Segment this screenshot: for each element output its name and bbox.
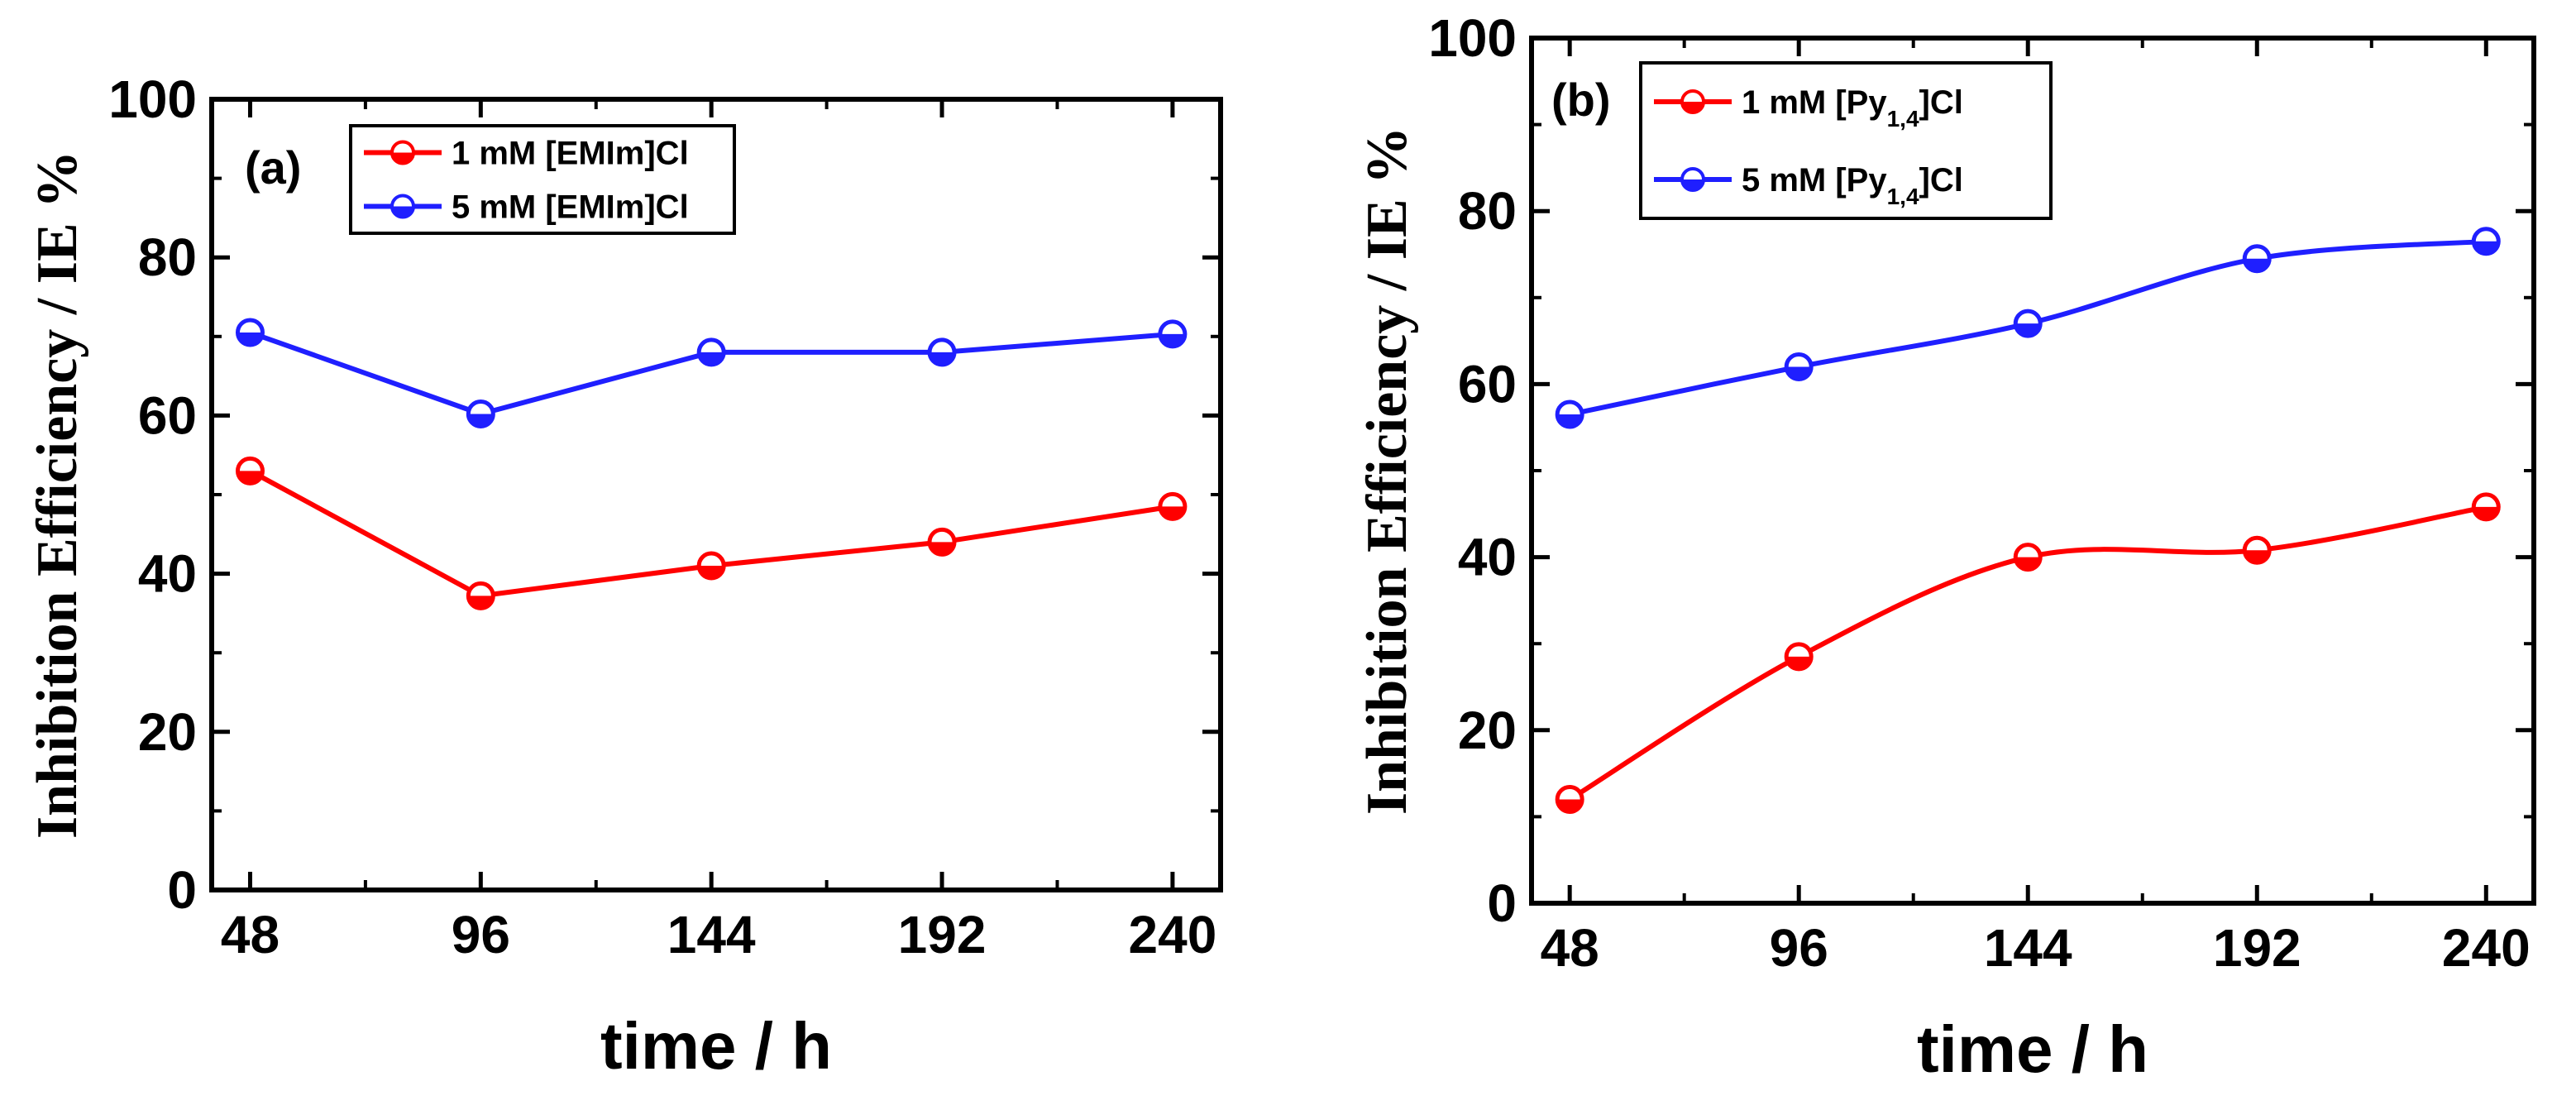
legend-box [349,124,736,235]
y-tick-label: 0 [167,860,197,920]
legend-label: 1 mM [EMIm]Cl [452,136,689,172]
data-point [235,456,265,486]
data-point [927,337,957,367]
y-tick-label: 40 [1458,528,1517,587]
data-point [2242,244,2272,274]
x-tick-label: 48 [221,905,280,964]
marker-half [2473,506,2499,519]
legend-marker-half [392,152,413,164]
legend-label-suffix: ]Cl [1919,84,1963,121]
legend-label-suffix: ]Cl [1919,162,1963,199]
y-axis-title: Inhibition Efficiency / IE % [26,151,89,839]
y-tick-label: 80 [138,227,197,287]
data-point [1555,400,1584,429]
panel-label: (b) [1551,74,1611,126]
x-tick-label: 240 [2442,918,2531,978]
y-tick-label: 20 [138,702,197,762]
data-point [1555,784,1584,814]
data-point [2471,227,2501,256]
legend-item: 1 mM [EMIm]Cl [364,136,689,172]
marker-half [237,333,263,346]
marker-half [2015,557,2041,570]
series-2 [1555,227,2501,429]
legend-marker-half [392,206,413,218]
data-point [2471,492,2501,522]
data-point [696,551,726,581]
series-1 [1555,492,2501,814]
data-point [466,581,495,610]
x-axis-title: time / h [1917,1012,2148,1086]
panel-a: 0 20 40 60 80 100 48 96 144 192 240 time / h Inhibit… [26,69,1223,1083]
panel-label: (a) [245,141,301,194]
x-tick-label: 240 [1129,905,1217,964]
marker-half [468,596,494,609]
legend-label-subscript: 1,4 [1887,184,1919,209]
y-tick-label: 80 [1458,181,1517,241]
y-tick-label: 100 [108,69,197,129]
data-point [1158,319,1188,349]
x-tick-label: 192 [2213,918,2301,978]
marker-half [2473,241,2499,254]
marker-half [468,414,494,427]
x-tick-label: 144 [667,905,756,964]
legend-item: 5 mM [EMIm]Cl [364,189,689,226]
y-axis-title: Inhibition Efficiency / IE % [1355,127,1419,815]
legend-box [1639,61,2053,220]
y-tick-label: 0 [1487,873,1517,933]
y-tick-label: 60 [138,385,197,445]
legend: 1 mM [Py1,4]Cl5 mM [Py1,4]Cl [1639,61,2053,220]
x-tick-label: 144 [1984,918,2072,978]
series-2 [235,318,1188,428]
marker-half [2015,323,2041,337]
data-point [2013,309,2043,338]
legend-label-subscript: 1,4 [1887,106,1919,132]
marker-half [1786,366,1812,380]
marker-half [930,542,955,555]
marker-half [1557,799,1583,812]
y-tick-label: 60 [1458,354,1517,414]
marker-half [1159,333,1185,347]
x-axis-title: time / h [600,1009,832,1083]
data-point [235,318,265,347]
y-tick-label: 40 [138,544,197,604]
x-tick-label: 96 [1770,918,1828,978]
legend-marker-half [1682,179,1704,190]
data-point [1784,642,1814,672]
data-point [466,399,495,428]
x-tick-label: 96 [452,905,510,964]
x-tick-label: 192 [898,905,987,964]
data-point [927,527,957,557]
y-tick-label: 100 [1428,8,1517,68]
legend-marker-half [1682,102,1704,112]
data-point [1158,491,1188,521]
legend-label: 5 mM [EMIm]Cl [452,189,689,226]
y-tick-label: 20 [1458,701,1517,760]
marker-half [2244,258,2270,271]
x-tick-label: 48 [1541,918,1599,978]
legend: 1 mM [EMIm]Cl 5 mM [EMIm]Cl [349,124,736,235]
marker-half [1786,656,1812,669]
marker-half [699,566,724,579]
series-1 [235,456,1188,610]
data-point [2242,535,2272,565]
marker-half [930,352,955,365]
marker-half [1159,506,1185,519]
marker-half [699,352,724,365]
marker-half [1557,414,1583,428]
data-point [696,337,726,367]
data-point [1784,352,1814,381]
marker-half [2244,550,2270,563]
panel-b: 0 20 40 60 80 100 48 96 144 192 240 time / h Inhibit… [1355,8,2536,1086]
data-point [2013,543,2043,572]
marker-half [237,471,263,484]
